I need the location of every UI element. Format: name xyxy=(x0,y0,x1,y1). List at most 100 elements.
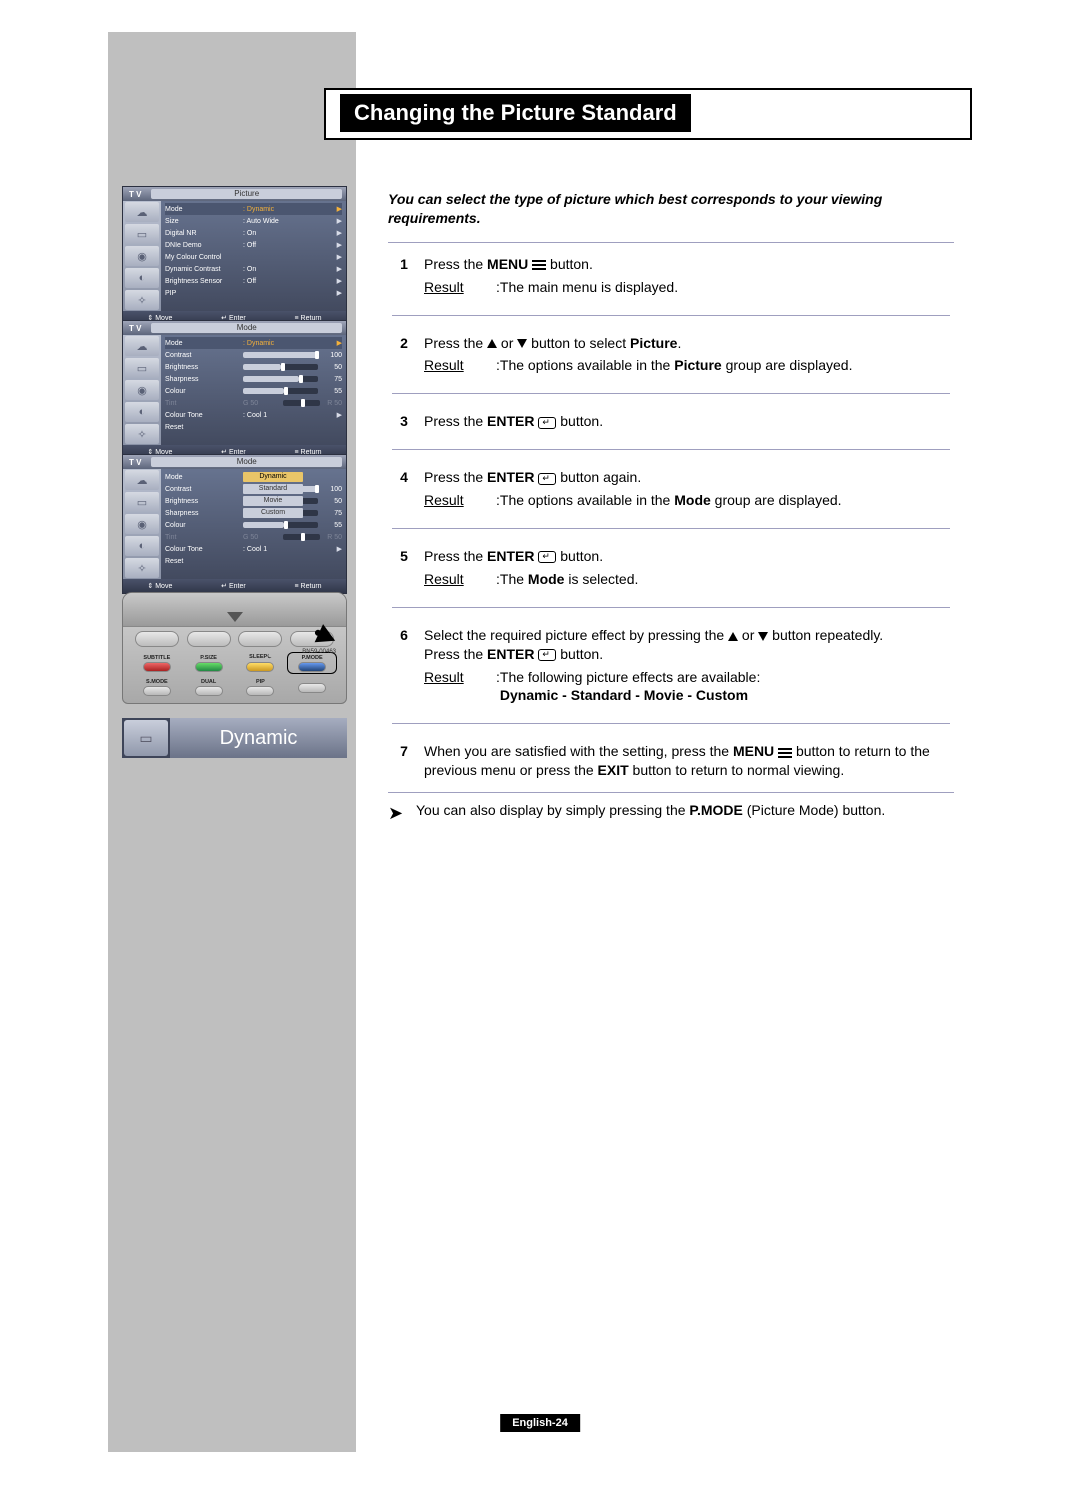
menu-body: ☁▭◉◐✧Mode: Dynamic▶Size: Auto Wide▶Digit… xyxy=(123,201,346,311)
step-body: Press the or button to select Picture.Re… xyxy=(420,328,954,382)
menu-category-icon: ◉ xyxy=(125,514,159,534)
tv-menu-screenshot: T VMode☁▭◉◐✧ModeDynamicContrast100Standa… xyxy=(122,454,347,594)
remote-button-pad xyxy=(195,686,223,696)
menu-slider-value: 50 xyxy=(322,498,342,505)
menu-slider xyxy=(283,534,321,540)
menu-category-icon: ▭ xyxy=(125,358,159,378)
steps-table: 1Press the MENU button.Result: The main … xyxy=(388,249,954,786)
step-number: 6 xyxy=(388,620,420,712)
menu-row: Size: Auto Wide▶ xyxy=(165,215,342,227)
footer-hint: ⇕ Move xyxy=(147,582,172,590)
mode-option: Custom xyxy=(243,508,303,518)
chevron-right-icon: ▶ xyxy=(334,289,342,297)
menu-row: My Colour Control▶ xyxy=(165,251,342,263)
menu-rows: Mode: Dynamic▶Size: Auto Wide▶Digital NR… xyxy=(161,201,346,311)
divider xyxy=(392,449,950,450)
remote-button-grid: SUBTITLEP.SIZESLEEP⏾P.MODES.MODEDUALPIP xyxy=(123,651,346,701)
chevron-right-icon: ▶ xyxy=(334,339,342,347)
remote-button: SLEEP⏾ xyxy=(237,653,285,673)
menu-category-icon: ◉ xyxy=(125,246,159,266)
menu-row: Brightness50Movie xyxy=(165,495,342,507)
remote-button-pad xyxy=(195,662,223,672)
divider xyxy=(388,792,954,793)
menu-item-label: Tint xyxy=(165,400,243,407)
menu-body: ☁▭◉◐✧ModeDynamicContrast100StandardBrigh… xyxy=(123,469,346,579)
menu-slider-value: 55 xyxy=(322,388,342,395)
step-result: Result: The options available in the Pic… xyxy=(424,356,950,375)
menu-row: Sharpness75 xyxy=(165,373,342,385)
menu-row: Colour 55 xyxy=(165,385,342,397)
menu-item-label: Brightness xyxy=(165,364,243,371)
menu-item-value: : On xyxy=(243,266,334,273)
step-body: Press the ENTER button again.Result: The… xyxy=(420,462,954,516)
menu-slider xyxy=(243,352,318,358)
remote-button-label: PIP xyxy=(256,679,265,685)
menu-item-label: Contrast xyxy=(165,486,243,493)
tv-label: T V xyxy=(123,324,147,333)
menu-item-label: Reset xyxy=(165,558,243,565)
result-label: Result xyxy=(424,570,496,589)
tip-text: You can also display by simply pressing … xyxy=(416,801,885,825)
menu-item-value: : Cool 1 xyxy=(243,412,334,419)
menu-item-label: My Colour Control xyxy=(165,254,243,261)
chevron-right-icon: ▶ xyxy=(334,277,342,285)
menu-header: T VMode xyxy=(123,455,346,469)
tv-label: T V xyxy=(123,190,147,199)
menu-category-icon: ✧ xyxy=(125,290,159,310)
divider xyxy=(388,242,954,243)
remote-button: DUAL xyxy=(185,677,233,697)
menu-item-value: G 50 xyxy=(243,400,281,407)
remote-button-label: P.MODE xyxy=(302,655,323,661)
menu-item-label: Mode xyxy=(165,206,243,213)
remote-oval-button xyxy=(187,631,231,647)
menu-body: ☁▭◉◐✧Mode: Dynamic▶Contrast100Brightness… xyxy=(123,335,346,445)
remote-button: PIP xyxy=(237,677,285,697)
menu-category-icon: ◉ xyxy=(125,380,159,400)
osd-text: Dynamic xyxy=(170,718,347,758)
remote-button-label: SUBTITLE xyxy=(143,655,170,661)
menu-icon-strip: ☁▭◉◐✧ xyxy=(123,335,161,445)
menu-item-value: : On xyxy=(243,230,334,237)
menu-row: Mode: Dynamic▶ xyxy=(165,337,342,349)
step-body: Press the ENTER button. xyxy=(420,406,954,437)
mode-option: Standard xyxy=(243,484,303,494)
menu-row: Brightness50 xyxy=(165,361,342,373)
menu-category-icon: ☁ xyxy=(125,336,159,356)
menu-slider-value: 75 xyxy=(322,510,342,517)
menu-item-label: Size xyxy=(165,218,243,225)
menu-item-label: DNIe Demo xyxy=(165,242,243,249)
result-label: Result xyxy=(424,491,496,510)
menu-item-value: : Dynamic xyxy=(243,340,334,347)
step-body: Select the required picture effect by pr… xyxy=(420,620,954,712)
menu-row: Brightness Sensor: Off▶ xyxy=(165,275,342,287)
step-number: 1 xyxy=(388,249,420,303)
menu-item-label: Colour xyxy=(165,522,243,529)
section-title: Changing the Picture Standard xyxy=(340,94,691,132)
menu-row: TintG 50R 50 xyxy=(165,397,342,409)
divider xyxy=(392,315,950,316)
step-number: 4 xyxy=(388,462,420,516)
menu-row: ModeDynamic xyxy=(165,471,342,483)
remote-button: SUBTITLE xyxy=(133,653,181,673)
step-number: 7 xyxy=(388,736,420,786)
step-body: Press the ENTER button.Result: The Mode … xyxy=(420,541,954,595)
menu-header: T VMode xyxy=(123,321,346,335)
chevron-right-icon: ▶ xyxy=(334,205,342,213)
menu-category-icon: ◐ xyxy=(125,268,159,288)
menu-row: Dynamic Contrast: On▶ xyxy=(165,263,342,275)
remote-button-label: S.MODE xyxy=(146,679,168,685)
menu-slider xyxy=(243,388,318,394)
divider xyxy=(392,528,950,529)
menu-item-label: Digital NR xyxy=(165,230,243,237)
step-number: 3 xyxy=(388,406,420,437)
remote-button-pad xyxy=(246,662,274,672)
menu-category-icon: ✧ xyxy=(125,424,159,444)
menu-item-value: G 50 xyxy=(243,534,281,541)
menu-item-value: : Auto Wide xyxy=(243,218,334,225)
divider xyxy=(392,723,950,724)
menu-row: Colour Tone: Cool 1▶ xyxy=(165,543,342,555)
instruction-block: You can select the type of picture which… xyxy=(388,190,954,825)
tv-menu-screenshot: T VPicture☁▭◉◐✧Mode: Dynamic▶Size: Auto … xyxy=(122,186,347,326)
step-row: 1Press the MENU button.Result: The main … xyxy=(388,249,954,303)
menu-item-label: Colour xyxy=(165,388,243,395)
